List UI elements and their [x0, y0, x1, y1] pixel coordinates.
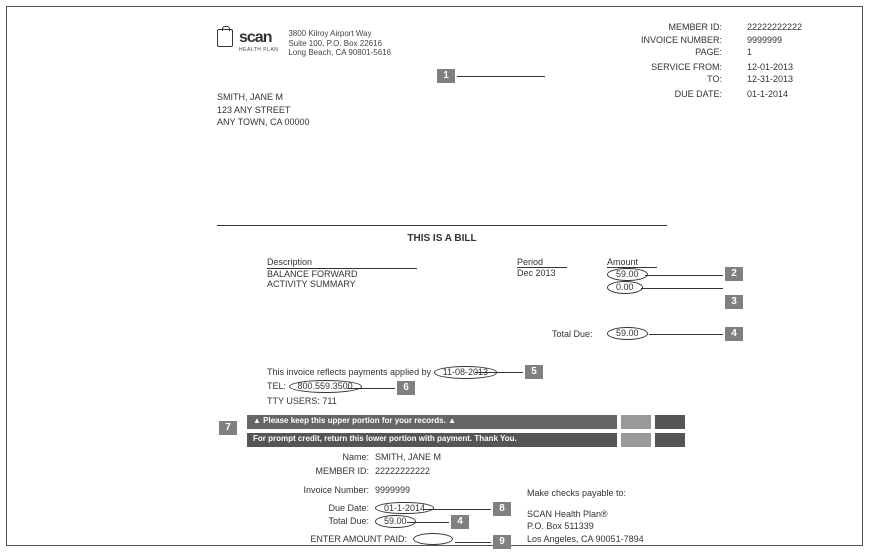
- page-value: 1: [747, 46, 802, 59]
- logo-icon: [217, 29, 233, 47]
- lead-6: [347, 388, 395, 389]
- stub-due-label: Due Date:: [287, 502, 369, 516]
- lead-4b: [407, 522, 449, 523]
- invoice-document: scan HEALTH PLAN 3800 Kilroy Airport Way…: [6, 6, 863, 546]
- payments-applied-text: This invoice reflects payments applied b…: [267, 367, 431, 377]
- logo-block: scan HEALTH PLAN 3800 Kilroy Airport Way…: [217, 29, 391, 58]
- keep-upper-bar: ▲ Please keep this upper portion for you…: [247, 415, 617, 429]
- callout-8: 8: [493, 502, 511, 516]
- recipient-addr1: 123 ANY STREET: [217, 104, 310, 117]
- divider-line: [217, 225, 667, 226]
- bar-cap-light2: [621, 433, 651, 447]
- total-due-label: Total Due:: [552, 329, 593, 339]
- amount-header: Amount: [607, 257, 657, 268]
- description-column: Description BALANCE FORWARD ACTIVITY SUM…: [267, 257, 417, 289]
- stub-name: SMITH, JANE M: [375, 452, 441, 462]
- pay-to-line2: P.O. Box 511339: [527, 520, 644, 533]
- period-header: Period: [517, 257, 567, 268]
- stub-amount-paid-field[interactable]: [413, 533, 453, 545]
- recipient-addr2: ANY TOWN, CA 00000: [217, 116, 310, 129]
- logo-brand: scan: [239, 29, 278, 47]
- tel-label: TEL:: [267, 381, 286, 391]
- tel-number: 800.559.3500: [289, 380, 362, 393]
- callout-4: 4: [725, 327, 743, 341]
- tel-line: TEL: 800.559.3500: [267, 379, 497, 393]
- member-id-label: MEMBER ID:: [641, 21, 722, 34]
- callout-9: 9: [493, 535, 511, 549]
- service-from-value: 12-01-2013: [747, 61, 802, 74]
- bar-cap-light: [621, 415, 651, 429]
- logo-subtitle: HEALTH PLAN: [239, 47, 278, 53]
- payments-applied-line: This invoice reflects payments applied b…: [267, 365, 497, 379]
- lead-2: [645, 275, 723, 276]
- logo-addr3: Long Beach, CA 90801-5616: [288, 48, 391, 58]
- bar-cap-dark2: [655, 433, 685, 447]
- stub-invoice: 9999999: [375, 485, 410, 495]
- bill-title: THIS IS A BILL: [217, 233, 667, 244]
- service-to-label: TO:: [641, 73, 722, 86]
- stub-member-id-label: MEMBER ID:: [287, 465, 369, 479]
- logo-address: 3800 Kilroy Airport Way Suite 100, P.O. …: [288, 29, 391, 58]
- callout-1: 1: [437, 69, 455, 83]
- logo-addr1: 3800 Kilroy Airport Way: [288, 29, 391, 39]
- callout-3: 3: [725, 295, 743, 309]
- service-from-label: SERVICE FROM:: [641, 61, 722, 74]
- due-date-label: DUE DATE:: [641, 88, 722, 101]
- stub-invoice-label: Invoice Number:: [287, 484, 369, 498]
- header-values: 22222222222 9999999 1 12-01-2013 12-31-2…: [747, 21, 802, 101]
- bar-cap-dark: [655, 415, 685, 429]
- callout-2: 2: [725, 267, 743, 281]
- invoice-number-value: 9999999: [747, 34, 802, 47]
- lead-9: [455, 542, 491, 543]
- callout-5: 5: [525, 365, 543, 379]
- header-labels: MEMBER ID: INVOICE NUMBER: PAGE: SERVICE…: [641, 21, 722, 101]
- pay-to-block: Make checks payable to: SCAN Health Plan…: [527, 487, 644, 545]
- lead-1: [457, 76, 545, 77]
- lead-3: [641, 288, 723, 289]
- return-lower-bar: For prompt credit, return this lower por…: [247, 433, 617, 447]
- pay-to-header: Make checks payable to:: [527, 487, 644, 500]
- callout-4b: 4: [451, 515, 469, 529]
- recipient-block: SMITH, JANE M 123 ANY STREET ANY TOWN, C…: [217, 91, 310, 129]
- description-header: Description: [267, 257, 417, 269]
- stub-member-id: 22222222222: [375, 466, 430, 476]
- notes-block: This invoice reflects payments applied b…: [267, 365, 497, 408]
- recipient-name: SMITH, JANE M: [217, 91, 310, 104]
- logo-text-block: scan HEALTH PLAN: [239, 29, 278, 53]
- invoice-number-label: INVOICE NUMBER:: [641, 34, 722, 47]
- lead-5: [475, 372, 523, 373]
- stub-total-label: Total Due:: [287, 515, 369, 529]
- service-to-value: 12-31-2013: [747, 73, 802, 86]
- lead-4: [649, 334, 723, 335]
- due-date-value: 01-1-2014: [747, 88, 802, 101]
- callout-6: 6: [397, 381, 415, 395]
- row-activity-summary: ACTIVITY SUMMARY: [267, 279, 417, 289]
- period-column: Period Dec 2013: [517, 257, 567, 278]
- stub-name-label: Name:: [287, 451, 369, 465]
- amount-activity-summary: 0.00: [607, 281, 643, 294]
- stub-amount-paid-label: ENTER AMOUNT PAID:: [287, 533, 407, 547]
- tty-line: TTY USERS: 711: [267, 394, 497, 408]
- page-label: PAGE:: [641, 46, 722, 59]
- lead-8: [423, 509, 491, 510]
- payment-stub: Name: SMITH, JANE M MEMBER ID: 22222222222…: [287, 451, 453, 546]
- callout-7: 7: [219, 421, 237, 435]
- stub-due-date: 01-1-2014: [375, 502, 434, 515]
- total-due-value: 59.00: [607, 327, 648, 340]
- amount-balance-forward: 59.00: [607, 268, 648, 281]
- period-value: Dec 2013: [517, 268, 567, 278]
- logo-addr2: Suite 100, P.O. Box 22616: [288, 39, 391, 49]
- pay-to-line3: Los Angeles, CA 90051-7894: [527, 533, 644, 546]
- pay-to-line1: SCAN Health Plan®: [527, 508, 644, 521]
- row-balance-forward: BALANCE FORWARD: [267, 269, 417, 279]
- member-id-value: 22222222222: [747, 21, 802, 34]
